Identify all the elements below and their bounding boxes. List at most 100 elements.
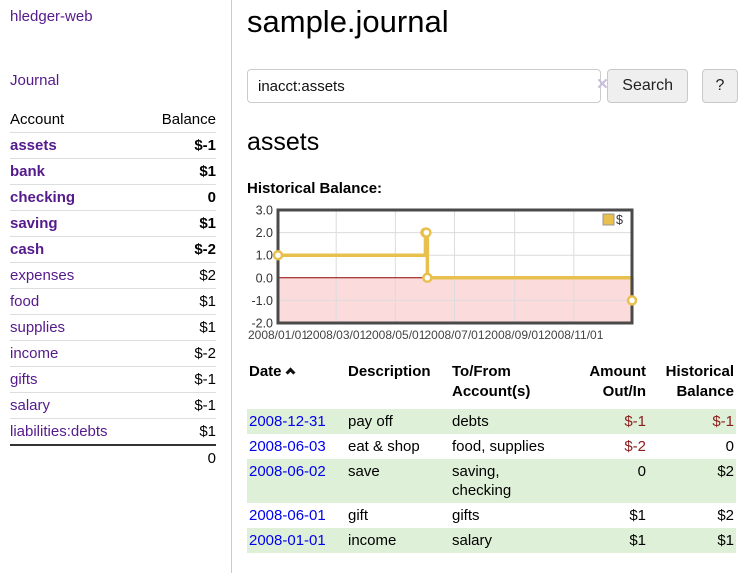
svg-text:1.0: 1.0 — [256, 249, 273, 263]
chart-title: Historical Balance: — [247, 180, 383, 197]
account-name-cell: checking — [10, 184, 143, 211]
account-link[interactable]: cash — [10, 241, 45, 258]
register-header-description: Description — [348, 363, 431, 380]
register-accounts: gifts — [452, 507, 480, 524]
account-name-cell: food — [10, 288, 143, 315]
historical-balance-chart: $3.0 2.0 1.0 0.0 -1.0 -2.02008/01/012008/03/0… — [248, 204, 638, 342]
register-date-cell: 2008-06-01 — [247, 503, 346, 528]
register-description: pay off — [348, 413, 393, 430]
account-link[interactable]: salary — [10, 397, 51, 414]
register-amount: $1 — [629, 507, 646, 524]
account-link[interactable]: checking — [10, 189, 76, 206]
account-name-cell: expenses — [10, 262, 143, 289]
account-link[interactable]: income — [10, 345, 59, 362]
help-button[interactable]: ? — [702, 69, 738, 103]
sidebar-item-journal[interactable]: Journal — [10, 72, 60, 89]
register-date-cell: 2008-12-31 — [247, 409, 346, 434]
register-header-date[interactable]: Date — [247, 360, 346, 409]
account-link[interactable]: food — [10, 293, 40, 310]
register-table: Date Description To/From Account(s) Amou… — [247, 360, 736, 553]
account-balance: $-1 — [142, 392, 216, 419]
svg-text:2008/11/01: 2008/11/01 — [544, 328, 603, 342]
account-link[interactable]: saving — [10, 215, 58, 232]
account-name-cell: assets — [10, 132, 143, 159]
account-balance: $1 — [142, 158, 216, 185]
register-row: 2008-06-03 eat & shop food, supplies $-2… — [247, 434, 736, 459]
page-title: sample.journal — [247, 4, 449, 39]
accounts-header-balance: Balance — [142, 108, 216, 133]
transaction-date-link[interactable]: 2008-01-01 — [249, 532, 326, 549]
account-row: saving $1 — [10, 210, 216, 237]
account-row: food $1 — [10, 288, 216, 315]
register-description: eat & shop — [348, 438, 420, 455]
account-row: cash $-2 — [10, 236, 216, 263]
account-row: gifts $-1 — [10, 366, 216, 393]
register-row: 2008-06-02 save saving, checking 0 $2 — [247, 459, 736, 503]
account-link[interactable]: liabilities:debts — [10, 423, 108, 440]
svg-text:2008/05/01: 2008/05/01 — [365, 328, 425, 342]
accounts-header-row: Account Balance — [10, 108, 216, 133]
account-balance: $1 — [142, 418, 216, 446]
account-balance: 0 — [142, 184, 216, 211]
register-balance: $-1 — [712, 413, 734, 430]
register-description: save — [348, 463, 380, 480]
accounts-header-account: Account — [10, 108, 143, 133]
register-balance: $2 — [717, 507, 734, 524]
sidebar: hledger-web Journal Account Balance asse… — [0, 0, 232, 573]
account-name-cell: salary — [10, 392, 143, 419]
register-description: income — [348, 532, 397, 549]
register-amount: $1 — [629, 532, 646, 549]
account-row: expenses $2 — [10, 262, 216, 289]
accounts-body: assets $-1 bank $1 checking 0 savin — [10, 132, 216, 471]
account-link[interactable]: bank — [10, 163, 46, 180]
account-row: liabilities:debts $1 — [10, 418, 216, 446]
register-accounts: food, supplies — [452, 438, 545, 455]
transaction-date-link[interactable]: 2008-06-02 — [249, 463, 326, 480]
account-link[interactable]: assets — [10, 137, 57, 154]
account-balance: $-1 — [142, 132, 216, 159]
accounts-total-balance: 0 — [142, 444, 216, 471]
account-balance: $-2 — [142, 236, 216, 263]
clear-search-icon[interactable]: × — [596, 74, 608, 95]
search-bar: × Search ? — [247, 69, 738, 103]
account-row: checking 0 — [10, 184, 216, 211]
account-name-cell: cash — [10, 236, 143, 263]
register-description: gift — [348, 507, 369, 524]
account-name-cell: liabilities:debts — [10, 418, 143, 446]
register-row: 2008-01-01 income salary $1 $1 — [247, 528, 736, 553]
account-link[interactable]: supplies — [10, 319, 66, 336]
register-balance: $2 — [717, 463, 734, 480]
register-amount: 0 — [637, 463, 646, 480]
account-name-cell: supplies — [10, 314, 143, 341]
register-body: 2008-12-31 pay off debts $-1 $-1 2008-06… — [247, 409, 736, 553]
svg-text:-2.0: -2.0 — [251, 317, 273, 331]
svg-text:3.0: 3.0 — [256, 204, 273, 218]
transaction-date-link[interactable]: 2008-12-31 — [249, 413, 326, 430]
main-panel: sample.journal × Search ? assets Histori… — [232, 0, 742, 573]
transaction-date-link[interactable]: 2008-06-01 — [249, 507, 326, 524]
accounts-table: Account Balance assets $-1 bank $1 — [10, 108, 216, 471]
register-balance: 0 — [725, 438, 734, 455]
account-row: bank $1 — [10, 158, 216, 185]
account-balance: $1 — [142, 288, 216, 315]
search-input[interactable] — [247, 69, 602, 103]
svg-text:2008/09/01: 2008/09/01 — [485, 328, 545, 342]
svg-text:2008/07/01: 2008/07/01 — [424, 328, 484, 342]
account-balance: $-1 — [142, 366, 216, 393]
brand-link[interactable]: hledger-web — [10, 8, 93, 25]
register-header-row: Date Description To/From Account(s) Amou… — [247, 360, 736, 409]
svg-text:2.0: 2.0 — [256, 226, 273, 240]
account-link[interactable]: expenses — [10, 267, 75, 284]
register-row: 2008-06-01 gift gifts $1 $2 — [247, 503, 736, 528]
svg-text:0.0: 0.0 — [256, 271, 273, 285]
svg-text:$: $ — [616, 213, 623, 227]
account-balance: $1 — [142, 210, 216, 237]
account-balance: $2 — [142, 262, 216, 289]
transaction-date-link[interactable]: 2008-06-03 — [249, 438, 326, 455]
register-accounts: debts — [452, 413, 489, 430]
svg-text:2008/01/01: 2008/01/01 — [248, 328, 308, 342]
account-name-cell: gifts — [10, 366, 143, 393]
account-link[interactable]: gifts — [10, 371, 38, 388]
accounts-total-row: 0 — [10, 444, 216, 471]
search-button[interactable]: Search — [607, 69, 688, 103]
